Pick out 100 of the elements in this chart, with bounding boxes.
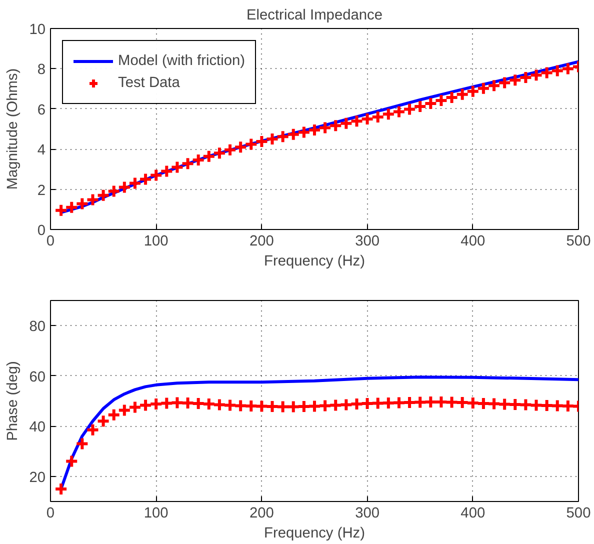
point bbox=[265, 400, 280, 414]
x-axis-title: Frequency (Hz) bbox=[264, 254, 366, 270]
point bbox=[308, 399, 322, 414]
point bbox=[328, 118, 343, 133]
point bbox=[86, 192, 100, 207]
point bbox=[86, 422, 100, 437]
point bbox=[308, 123, 322, 138]
point bbox=[75, 196, 90, 211]
point bbox=[360, 112, 374, 126]
point bbox=[381, 107, 396, 122]
point bbox=[96, 414, 110, 428]
y-tick-label: 2 bbox=[37, 182, 46, 199]
y-tick-label: 4 bbox=[37, 142, 46, 159]
point bbox=[296, 125, 311, 140]
point bbox=[444, 90, 459, 104]
point bbox=[202, 149, 216, 164]
point bbox=[466, 84, 480, 98]
y-tick-label: 10 bbox=[29, 22, 46, 38]
point bbox=[466, 396, 480, 410]
y-tick-label: 0 bbox=[37, 223, 46, 239]
point bbox=[529, 398, 544, 412]
point bbox=[180, 396, 195, 410]
point bbox=[138, 172, 153, 186]
point bbox=[560, 62, 575, 76]
point bbox=[160, 396, 174, 410]
chart-title: Electrical Impedance bbox=[246, 8, 383, 24]
point bbox=[424, 96, 438, 110]
point bbox=[402, 102, 417, 116]
point bbox=[392, 104, 406, 119]
y-tick-label: 40 bbox=[29, 420, 46, 436]
legend-label: Model (with friction) bbox=[118, 53, 246, 69]
point bbox=[529, 68, 544, 82]
point bbox=[550, 398, 564, 413]
y-tick-label: 6 bbox=[37, 102, 46, 118]
point bbox=[476, 81, 490, 96]
point bbox=[434, 93, 448, 108]
point bbox=[540, 398, 554, 413]
y-tick-label: 60 bbox=[29, 369, 46, 386]
point bbox=[265, 132, 280, 146]
point bbox=[518, 70, 533, 85]
point bbox=[434, 395, 448, 410]
point bbox=[498, 397, 512, 412]
point bbox=[180, 156, 195, 171]
point bbox=[518, 398, 533, 412]
point bbox=[202, 397, 216, 412]
point bbox=[191, 152, 206, 167]
x-tick-label: 300 bbox=[355, 234, 380, 250]
point bbox=[339, 398, 354, 412]
x-axis-title: Frequency (Hz) bbox=[264, 526, 366, 542]
point bbox=[191, 396, 206, 411]
point bbox=[370, 110, 385, 124]
point bbox=[381, 396, 396, 410]
point bbox=[234, 398, 248, 413]
point bbox=[96, 188, 110, 202]
point bbox=[254, 134, 269, 148]
point bbox=[128, 176, 142, 190]
x-tick-label: 200 bbox=[249, 234, 274, 250]
x-tick-label: 100 bbox=[144, 234, 168, 250]
x-tick-label: 500 bbox=[566, 234, 591, 250]
point bbox=[128, 400, 142, 414]
point bbox=[413, 395, 428, 410]
point bbox=[212, 146, 226, 160]
line-series bbox=[60, 376, 578, 490]
point bbox=[64, 454, 79, 468]
x-tick-label: 100 bbox=[144, 506, 168, 522]
point bbox=[286, 400, 300, 414]
y-axis-title: Phase (deg) bbox=[5, 361, 22, 441]
point bbox=[455, 87, 470, 102]
point bbox=[350, 397, 364, 412]
point bbox=[402, 396, 417, 410]
point bbox=[254, 399, 269, 414]
point bbox=[286, 127, 300, 142]
x-tick-label: 500 bbox=[566, 506, 591, 522]
point bbox=[339, 116, 354, 130]
y-tick-label: 80 bbox=[29, 319, 46, 336]
point bbox=[487, 78, 502, 93]
point bbox=[117, 180, 132, 194]
point bbox=[138, 398, 153, 412]
point bbox=[106, 184, 121, 198]
point bbox=[296, 400, 311, 414]
point bbox=[560, 399, 575, 414]
point bbox=[498, 76, 512, 90]
point bbox=[370, 396, 385, 410]
point bbox=[117, 403, 132, 418]
point bbox=[540, 66, 554, 80]
x-tick-label: 200 bbox=[249, 506, 274, 522]
point bbox=[276, 130, 290, 144]
x-tick-label: 300 bbox=[355, 506, 380, 522]
y-axis-title: Magnitude (Ohms) bbox=[5, 68, 22, 190]
legend-label: Test Data bbox=[118, 75, 180, 91]
point bbox=[234, 140, 248, 154]
point bbox=[476, 396, 490, 411]
y-tick-label: 8 bbox=[37, 62, 46, 78]
point bbox=[54, 482, 68, 496]
point bbox=[508, 73, 522, 88]
point bbox=[318, 120, 332, 135]
x-tick-label: 400 bbox=[460, 506, 486, 522]
point bbox=[455, 396, 470, 410]
x-tick-label: 400 bbox=[460, 234, 486, 250]
point bbox=[170, 160, 184, 174]
